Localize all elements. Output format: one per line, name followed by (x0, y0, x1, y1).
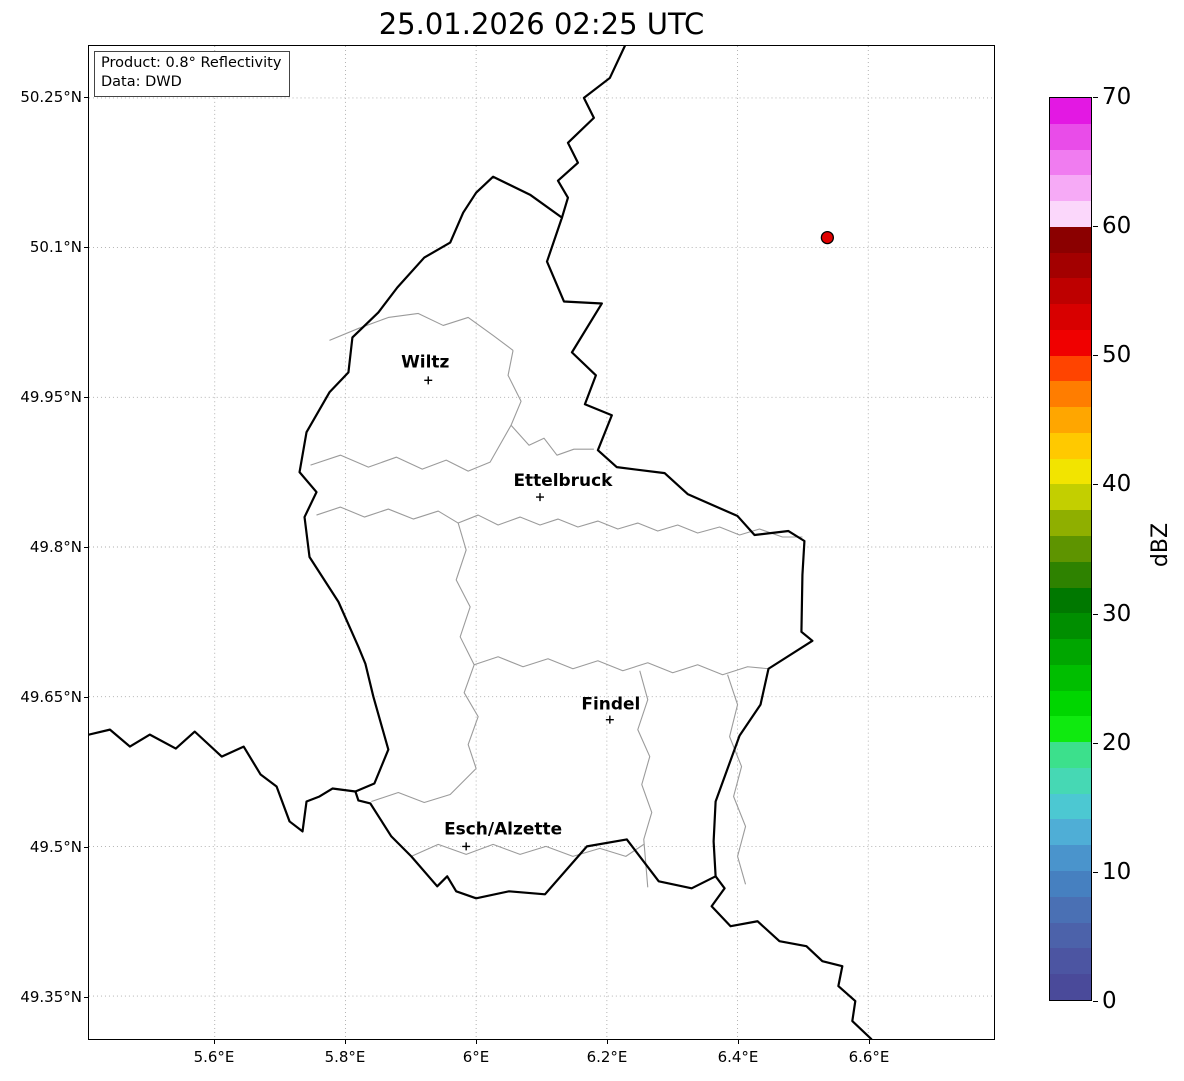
colorbar-segment (1050, 896, 1091, 923)
y-tick-label: 49.5°N (0, 837, 89, 857)
colorbar-segment (1050, 819, 1091, 846)
colorbar-segment (1050, 587, 1091, 614)
x-tick-label: 5.6°E (169, 1039, 259, 1067)
y-tick-label: 49.35°N (0, 987, 89, 1007)
luxembourg-border (298, 175, 814, 900)
city-marker-findel: Findel (581, 694, 640, 724)
district-border-line (473, 656, 769, 676)
colorbar-segment (1050, 226, 1091, 253)
colorbar-segment (1050, 458, 1091, 485)
colorbar-tick-label: 50 (1092, 342, 1132, 368)
colorbar-segment (1050, 252, 1091, 279)
district-border-line (727, 674, 747, 885)
y-tick-label: 49.95°N (0, 387, 89, 407)
colorbar-segment (1050, 304, 1091, 330)
colorbar-segment (1050, 484, 1091, 511)
colorbar-segment (1050, 98, 1091, 124)
city-marker-wiltz: Wiltz (401, 351, 450, 385)
y-tick-label: 50.25°N (0, 87, 89, 107)
colorbar-segment (1050, 613, 1091, 640)
country-borders (89, 46, 873, 1039)
colorbar-segment (1050, 767, 1091, 794)
colorbar-tick-label: 60 (1092, 213, 1132, 239)
belgium-france-border (89, 728, 357, 833)
map-plot-area: Wiltz Ettelbruck Findel Esch/Alzette Pro… (88, 45, 995, 1040)
colorbar-segment (1050, 355, 1091, 382)
district-border-line (455, 522, 479, 769)
colorbar (1049, 97, 1092, 1001)
colorbar-tick-label: 70 (1092, 84, 1132, 110)
belgium-germany-border (556, 46, 626, 219)
colorbar-segment (1050, 381, 1091, 408)
district-border-line (371, 768, 477, 804)
colorbar-tick-label: 40 (1092, 471, 1132, 497)
colorbar-segment (1050, 716, 1091, 743)
colorbar-segment (1050, 742, 1091, 768)
x-tick-label: 6°E (431, 1039, 521, 1067)
city-label: Ettelbruck (513, 470, 613, 490)
colorbar-gradient (1050, 98, 1091, 1000)
colorbar-segment (1050, 948, 1091, 975)
x-tick-label: 6.4°E (693, 1039, 783, 1067)
y-tick-label: 49.8°N (0, 537, 89, 557)
colorbar-tick-label: 30 (1092, 601, 1132, 627)
colorbar-segment (1050, 329, 1091, 356)
plus-marker-icon (605, 715, 614, 724)
product-info-line: Product: 0.8° Reflectivity (101, 55, 282, 71)
colorbar-segment (1050, 175, 1091, 202)
colorbar-segment (1050, 123, 1091, 150)
city-markers: Wiltz Ettelbruck Findel Esch/Alzette (401, 351, 640, 851)
x-tick-label: 6.6°E (824, 1039, 914, 1067)
district-border-line (310, 424, 512, 472)
city-label: Esch/Alzette (444, 818, 562, 838)
plus-marker-icon (536, 493, 544, 502)
plus-marker-icon (424, 376, 433, 385)
colorbar-segment (1050, 201, 1091, 227)
colorbar-segment (1050, 664, 1091, 691)
colorbar-unit-label: dBZ (1148, 522, 1173, 568)
x-tick-label: 6.2°E (562, 1039, 652, 1067)
radar-site-dot (820, 230, 835, 245)
plus-marker-icon (462, 842, 471, 851)
colorbar-segment (1050, 278, 1091, 305)
colorbar-tick-label: 20 (1092, 730, 1132, 756)
colorbar-segment (1050, 149, 1091, 176)
colorbar-segment (1050, 793, 1091, 820)
colorbar-segment (1050, 845, 1091, 871)
colorbar-tick-label: 10 (1092, 859, 1132, 885)
colorbar-segment (1050, 561, 1091, 588)
product-info-box: Product: 0.8° Reflectivity Data: DWD (94, 51, 291, 97)
city-marker-esch-alzette: Esch/Alzette (444, 818, 562, 851)
x-tick-label: 5.8°E (300, 1039, 390, 1067)
colorbar-segment (1050, 922, 1091, 949)
france-germany-border (710, 875, 873, 1039)
colorbar-segment (1050, 536, 1091, 562)
map-canvas: Wiltz Ettelbruck Findel Esch/Alzette (89, 46, 994, 1039)
district-borders (310, 312, 803, 888)
data-source-line: Data: DWD (101, 74, 182, 90)
y-tick-label: 50.1°N (0, 237, 89, 257)
colorbar-segment (1050, 974, 1091, 1000)
colorbar-segment (1050, 432, 1091, 459)
city-marker-ettelbruck: Ettelbruck (513, 470, 613, 502)
colorbar-segment (1050, 870, 1091, 897)
city-label: Wiltz (401, 351, 449, 371)
y-tick-label: 49.65°N (0, 687, 89, 707)
district-border-line (637, 670, 653, 888)
figure-title: 25.01.2026 02:25 UTC (378, 7, 705, 41)
district-border-line (507, 350, 594, 456)
gridlines (89, 46, 994, 1039)
colorbar-segment (1050, 510, 1091, 537)
colorbar-tick-label: 0 (1093, 988, 1117, 1014)
district-border-line (316, 506, 803, 538)
colorbar-segment (1050, 639, 1091, 665)
city-label: Findel (581, 694, 640, 714)
colorbar-segment (1050, 407, 1091, 433)
district-border-line (411, 843, 645, 857)
colorbar-segment (1050, 690, 1091, 717)
